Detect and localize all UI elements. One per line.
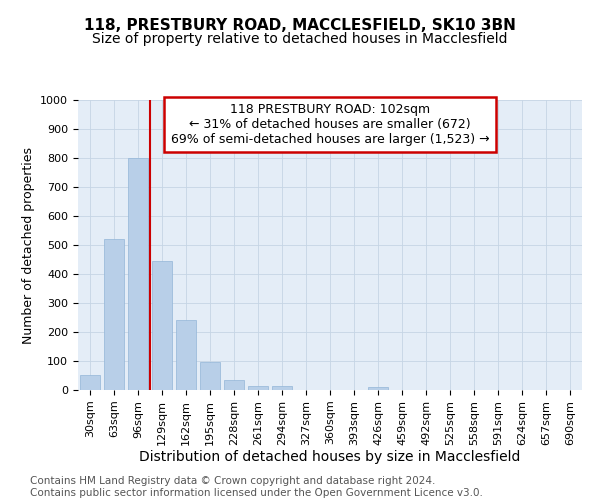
Text: Contains HM Land Registry data © Crown copyright and database right 2024.
Contai: Contains HM Land Registry data © Crown c… <box>30 476 483 498</box>
Bar <box>152 261 172 390</box>
Bar <box>368 387 388 390</box>
Bar <box>176 320 196 390</box>
Bar <box>200 362 220 390</box>
Text: 118 PRESTBURY ROAD: 102sqm
← 31% of detached houses are smaller (672)
69% of sem: 118 PRESTBURY ROAD: 102sqm ← 31% of deta… <box>170 103 490 146</box>
Text: Size of property relative to detached houses in Macclesfield: Size of property relative to detached ho… <box>92 32 508 46</box>
Bar <box>224 380 244 390</box>
Bar <box>248 386 268 390</box>
Bar <box>272 386 292 390</box>
Text: 118, PRESTBURY ROAD, MACCLESFIELD, SK10 3BN: 118, PRESTBURY ROAD, MACCLESFIELD, SK10 … <box>84 18 516 32</box>
Bar <box>80 375 100 390</box>
Bar <box>128 158 148 390</box>
Y-axis label: Number of detached properties: Number of detached properties <box>22 146 35 344</box>
X-axis label: Distribution of detached houses by size in Macclesfield: Distribution of detached houses by size … <box>139 450 521 464</box>
Bar <box>104 239 124 390</box>
